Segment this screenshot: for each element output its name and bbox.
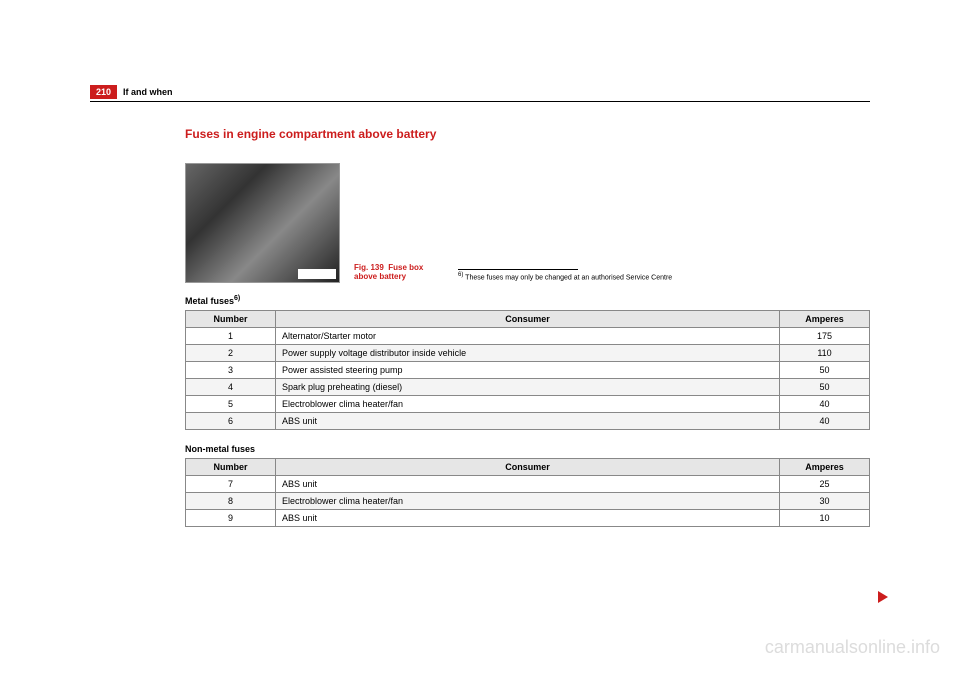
cell-num: 6 [186,413,276,430]
table-row: 4Spark plug preheating (diesel)50 [186,379,870,396]
col-consumer: Consumer [276,459,780,476]
cell-amp: 175 [780,328,870,345]
cell-num: 5 [186,396,276,413]
cell-num: 4 [186,379,276,396]
figure-row: Fig. 139 Fuse box above battery 6) These… [185,163,870,283]
table1-label-sup: 6) [234,295,240,302]
table1-label-text: Metal fuses [185,296,234,306]
figure-caption: Fig. 139 Fuse box above battery [354,263,444,283]
cell-consumer: Alternator/Starter motor [276,328,780,345]
section-name: If and when [123,87,173,97]
cell-consumer: Power supply voltage distributor inside … [276,345,780,362]
cell-consumer: Spark plug preheating (diesel) [276,379,780,396]
footnote-text: 6) These fuses may only be changed at an… [458,272,870,281]
metal-fuses-table: Number Consumer Amperes 1Alternator/Star… [185,310,870,430]
cell-amp: 25 [780,476,870,493]
figure-number: Fig. 139 [354,263,384,272]
cell-amp: 110 [780,345,870,362]
cell-consumer: ABS unit [276,476,780,493]
col-number: Number [186,459,276,476]
table-row: 9ABS unit10 [186,510,870,527]
table-header-row: Number Consumer Amperes [186,459,870,476]
cell-consumer: Electroblower clima heater/fan [276,493,780,510]
cell-consumer: Electroblower clima heater/fan [276,396,780,413]
cell-amp: 40 [780,396,870,413]
page-title: Fuses in engine compartment above batter… [185,127,870,141]
table-header-row: Number Consumer Amperes [186,311,870,328]
page-number: 210 [90,85,117,99]
continue-arrow-icon [878,591,888,603]
table-row: 2Power supply voltage distributor inside… [186,345,870,362]
table-row: 3Power assisted steering pump50 [186,362,870,379]
page-content: Fuses in engine compartment above batter… [90,127,870,527]
col-consumer: Consumer [276,311,780,328]
table1-label: Metal fuses6) [185,295,870,306]
footnote-body: These fuses may only be changed at an au… [465,274,672,281]
cell-num: 1 [186,328,276,345]
cell-consumer: ABS unit [276,413,780,430]
col-number: Number [186,311,276,328]
cell-amp: 50 [780,379,870,396]
cell-consumer: ABS unit [276,510,780,527]
footnote-rule [458,269,578,270]
watermark-text: carmanualsonline.info [765,637,940,658]
non-metal-fuses-table: Number Consumer Amperes 7ABS unit25 8Ele… [185,458,870,527]
cell-amp: 10 [780,510,870,527]
cell-num: 8 [186,493,276,510]
col-amperes: Amperes [780,459,870,476]
page-header: 210 If and when [90,85,870,102]
figure-image [185,163,340,283]
table-row: 8Electroblower clima heater/fan30 [186,493,870,510]
table-row: 1Alternator/Starter motor175 [186,328,870,345]
table2-label: Non-metal fuses [185,444,870,454]
cell-num: 3 [186,362,276,379]
cell-num: 7 [186,476,276,493]
table-row: 6ABS unit40 [186,413,870,430]
cell-num: 2 [186,345,276,362]
cell-amp: 30 [780,493,870,510]
cell-consumer: Power assisted steering pump [276,362,780,379]
footnote: 6) These fuses may only be changed at an… [458,269,870,283]
cell-amp: 50 [780,362,870,379]
table-row: 7ABS unit25 [186,476,870,493]
footnote-marker: 6) [458,272,463,278]
col-amperes: Amperes [780,311,870,328]
table-row: 5Electroblower clima heater/fan40 [186,396,870,413]
cell-num: 9 [186,510,276,527]
cell-amp: 40 [780,413,870,430]
